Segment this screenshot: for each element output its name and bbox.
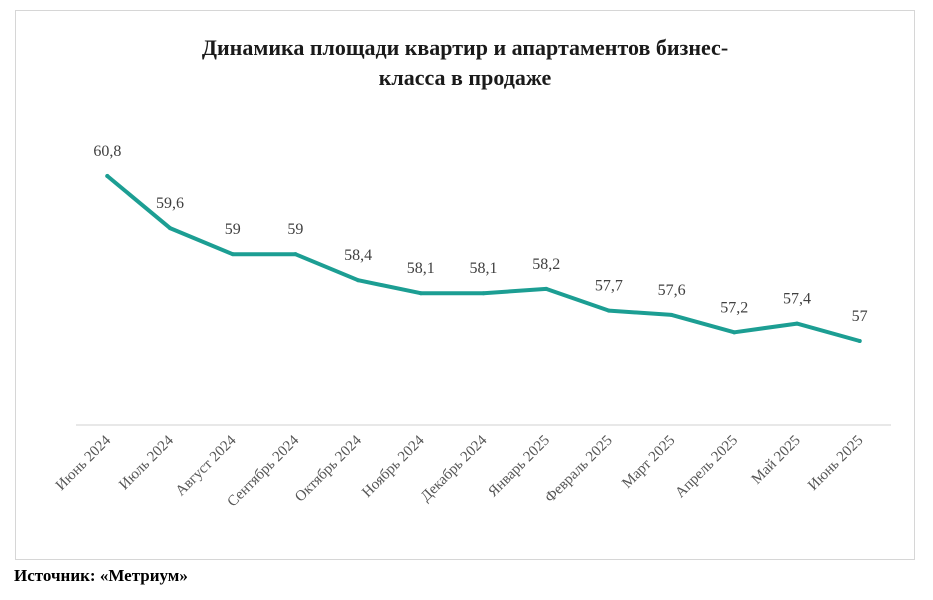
data-point xyxy=(857,339,862,343)
data-point xyxy=(230,252,235,257)
data-label: 59 xyxy=(287,221,303,238)
x-tick-label: Июнь 2024 xyxy=(53,432,115,494)
source-note: Источник: «Метриум» xyxy=(14,566,188,585)
x-tick-label: Апрель 2025 xyxy=(672,433,741,502)
x-tick-label: Январь 2025 xyxy=(485,433,553,501)
x-tick-label: Март 2025 xyxy=(619,433,678,492)
data-point xyxy=(669,312,674,317)
data-label: 57,7 xyxy=(595,278,623,295)
data-label: 58,4 xyxy=(344,247,372,264)
data-point xyxy=(732,330,737,335)
chart-title: Динамика площади квартир и апартаментов … xyxy=(16,33,914,93)
data-label: 60,8 xyxy=(93,143,121,160)
data-label: 57 xyxy=(852,308,868,325)
chart-frame: Динамика площади квартир и апартаментов … xyxy=(15,10,915,560)
data-point xyxy=(606,308,611,313)
data-label: 57,6 xyxy=(658,282,686,299)
data-label: 59,6 xyxy=(156,195,184,212)
data-label: 59 xyxy=(225,221,241,238)
chart-title-line-2: класса в продаже xyxy=(378,65,552,90)
data-point xyxy=(794,321,799,326)
x-tick-label: Август 2024 xyxy=(173,432,240,499)
data-point xyxy=(544,286,549,291)
data-point xyxy=(418,291,423,296)
data-label: 58,2 xyxy=(532,256,560,273)
data-point xyxy=(356,278,361,283)
data-label: 58,1 xyxy=(407,260,435,277)
data-point xyxy=(168,226,173,231)
x-tick-label: Май 2025 xyxy=(749,433,804,488)
x-tick-label: Ноябрь 2024 xyxy=(359,432,428,501)
x-tick-label: Февраль 2025 xyxy=(542,433,616,507)
x-tick-label: Июль 2024 xyxy=(116,432,177,493)
data-label: 58,1 xyxy=(470,260,498,277)
x-tick-label: Октябрь 2024 xyxy=(292,432,365,505)
chart-title-line-1: Динамика площади квартир и апартаментов … xyxy=(201,35,729,60)
x-tick-label: Декабрь 2024 xyxy=(418,432,491,505)
data-point xyxy=(105,174,110,178)
data-point xyxy=(481,291,486,296)
data-label: 57,4 xyxy=(783,291,811,308)
x-tick-label: Июнь 2025 xyxy=(805,433,866,494)
data-label: 57,2 xyxy=(720,299,748,316)
data-point xyxy=(293,252,298,257)
line-chart: 60,8 Июнь 2024 59,6 Июль 2024 59 Август 2024 5… xyxy=(53,143,891,510)
